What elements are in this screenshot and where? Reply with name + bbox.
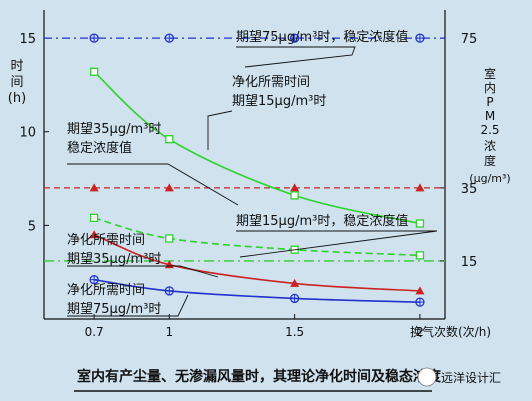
data-point [89,67,99,76]
data-point [415,33,425,43]
y-right-title: 度 [484,153,496,168]
axes [43,10,446,320]
y-right-title: 室 [484,66,496,81]
data-point [165,234,174,243]
data-point-cross [290,34,299,43]
annotation-leader [67,265,219,278]
x-tick-label: 1.5 [285,325,304,339]
y-left-tick-label: 5 [28,219,36,234]
annotation-a75: 期望75μg/m³时，稳定浓度值 [236,29,408,45]
x-tick-label: 0.7 [85,325,104,339]
y-right-tick-label: 35 [461,182,478,197]
y-right-title: 浓 [484,139,496,153]
data-point [164,33,174,43]
y-right-title: (μg/m³) [469,172,510,185]
series-t15-line [93,71,421,225]
annotation-leader [67,294,189,317]
series-tc15-line [93,217,420,257]
annotation-a35: 期望35μg/m³时 [67,121,161,137]
y-right-title: M [485,109,495,123]
data-point [165,135,174,144]
annotation-leader [236,230,438,258]
data-point [415,251,425,260]
x-axis-title: 换气次数(次/h) [410,324,491,339]
x-tick-label: 1 [165,325,173,339]
data-point-cross [415,34,424,43]
y-right-title: 2.5 [480,123,499,137]
data-point-cross [165,286,174,295]
y-right-title: 内 [484,81,496,95]
data-point [164,183,174,192]
annotation-at35: 期望35μg/m³时 [67,251,161,267]
data-point-cross [90,34,99,43]
annotation-a35: 稳定浓度值 [67,140,132,156]
data-point [89,275,99,285]
annotation-leader [236,46,356,68]
data-point [415,183,425,192]
y-right-tick-label: 75 [461,32,478,47]
watermark-logo [417,367,437,387]
y-left-title: 间 [10,75,23,90]
y-right-title: P [486,95,493,109]
data-point [289,33,300,43]
data-point-cross [165,34,174,43]
data-point [89,33,99,43]
annotation-leader [67,163,239,206]
annotations: 期望75μg/m³时，稳定浓度值期望35μg/m³时稳定浓度值净化所需时间期望1… [67,29,438,317]
data-point [415,297,425,307]
series-t35-line [93,233,420,292]
annotation-leader [207,110,233,150]
data-point [164,286,174,296]
data-point [290,183,300,192]
data-point [89,213,99,223]
data-point [415,286,425,295]
y-left-tick-label: 10 [19,126,36,141]
data-point [290,278,300,287]
data-point [89,230,99,239]
y-left-title: (h) [8,91,26,106]
data-point-cross [415,298,424,307]
annotation-at75: 净化所需时间 [67,283,145,298]
annotation-at15: 期望15μg/m³时 [232,93,326,109]
series-lines [44,37,445,303]
y-right-tick-label: 15 [461,255,478,270]
watermark-text: 远洋设计汇 [441,370,501,385]
data-point-cross [290,294,299,303]
y-left-title: 时 [10,59,23,74]
y-left-tick-label: 15 [19,32,36,47]
annotation-at15: 净化所需时间 [232,75,310,90]
data-point-cross [90,275,99,284]
data-point [290,191,299,200]
data-point [415,219,425,228]
annotation-ac15: 期望15μg/m³时，稳定浓度值 [236,213,408,229]
x-tick-label: 2 [416,325,424,339]
data-point [289,293,300,304]
series-t75-line [94,278,420,303]
annotation-at75: 期望75μg/m³时 [67,301,161,317]
data-point [89,183,99,192]
chart-caption: 室内有产尘量、无渗漏风量时，其理论净化时间及稳态浓度 [77,368,442,385]
annotation-at35: 净化所需时间 [67,233,145,248]
